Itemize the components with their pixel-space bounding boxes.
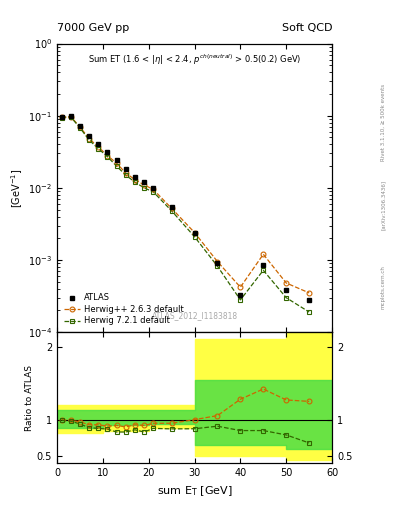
- Text: mcplots.cern.ch: mcplots.cern.ch: [381, 265, 386, 309]
- Text: 7000 GeV pp: 7000 GeV pp: [57, 23, 129, 33]
- Text: Rivet 3.1.10, ≥ 500k events: Rivet 3.1.10, ≥ 500k events: [381, 84, 386, 161]
- Y-axis label: Ratio to ATLAS: Ratio to ATLAS: [25, 365, 34, 431]
- Text: Sum ET (1.6 < |$\eta$| < 2.4, $p^{ch(neutral)}$ > 0.5(0.2) GeV): Sum ET (1.6 < |$\eta$| < 2.4, $p^{ch(neu…: [88, 52, 301, 67]
- Text: [arXiv:1306.3436]: [arXiv:1306.3436]: [381, 180, 386, 230]
- Y-axis label: $\frac{1}{N_\mathrm{evt}}\frac{dN_\mathrm{evt}}{d\mathrm{sum}\,E_\mathrm{T}}$
[G: $\frac{1}{N_\mathrm{evt}}\frac{dN_\mathr…: [0, 166, 25, 209]
- Text: ATLAS_2012_I1183818: ATLAS_2012_I1183818: [151, 312, 238, 321]
- X-axis label: sum E$_\mathrm{T}$ [GeV]: sum E$_\mathrm{T}$ [GeV]: [157, 484, 232, 498]
- Text: Soft QCD: Soft QCD: [282, 23, 332, 33]
- Legend: ATLAS, Herwig++ 2.6.3 default, Herwig 7.2.1 default: ATLAS, Herwig++ 2.6.3 default, Herwig 7.…: [61, 291, 186, 328]
